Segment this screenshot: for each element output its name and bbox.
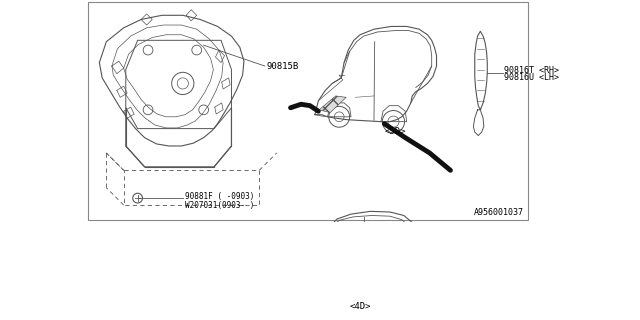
Polygon shape [319,96,346,113]
Text: 90815B: 90815B [266,61,298,70]
Text: W207031(0903- ): W207031(0903- ) [185,201,254,210]
Polygon shape [298,270,325,287]
Text: 90816T <RH>: 90816T <RH> [504,66,559,75]
Text: 90816U <LH>: 90816U <LH> [504,73,559,82]
Text: <4D>: <4D> [349,302,371,311]
Text: A956001037: A956001037 [474,208,524,217]
Text: <5D>: <5D> [385,126,406,135]
Text: 90881F ( -0903): 90881F ( -0903) [185,192,254,201]
